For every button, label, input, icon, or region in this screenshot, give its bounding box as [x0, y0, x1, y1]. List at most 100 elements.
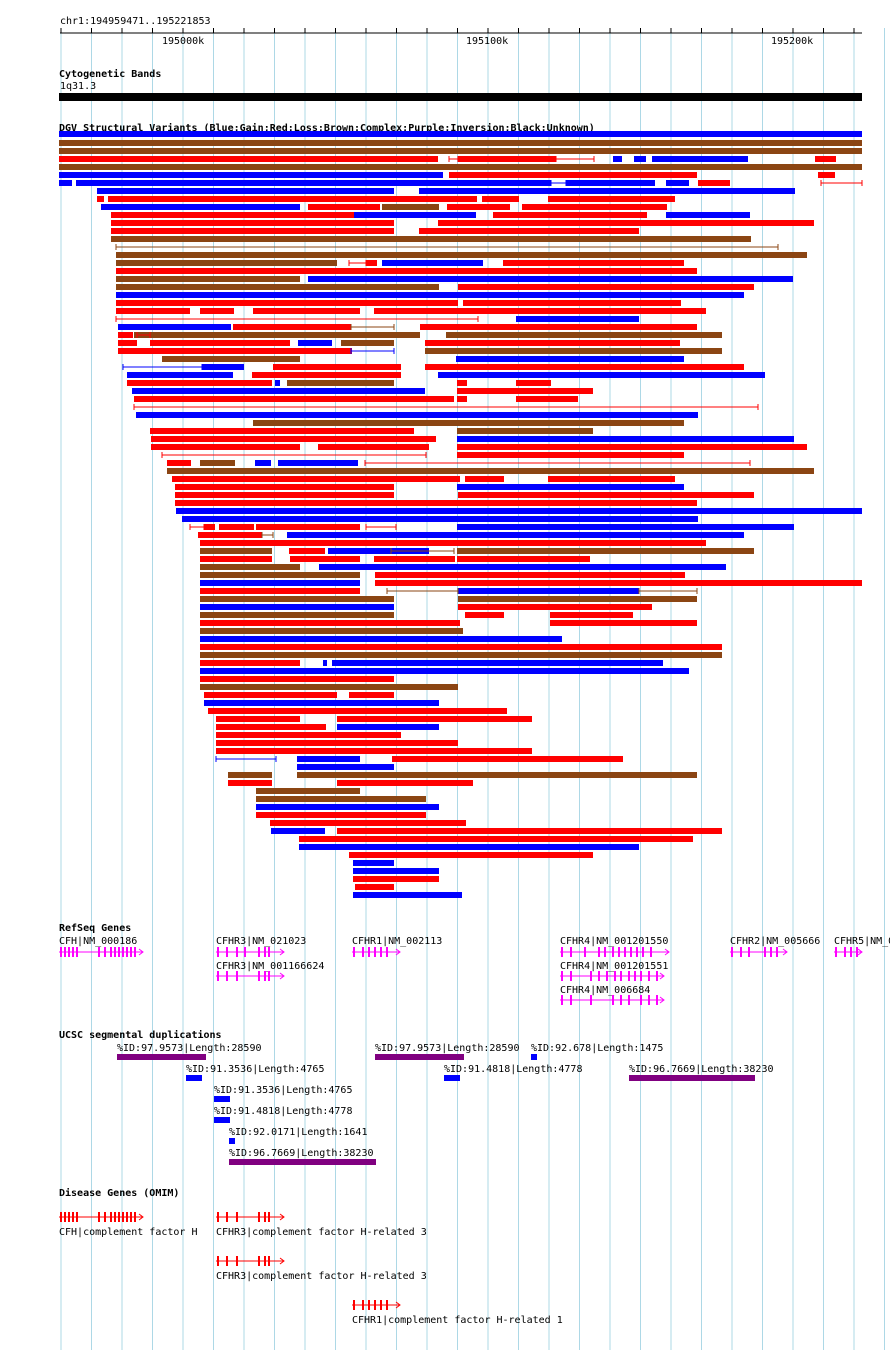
segdup-label[interactable]: %ID:97.9573|Length:28590 — [375, 1043, 520, 1054]
segdup-bar[interactable] — [214, 1096, 230, 1102]
dgv-variant — [175, 492, 394, 498]
dgv-variant — [252, 372, 401, 378]
segdup-bar[interactable] — [229, 1138, 235, 1144]
cytoband-bar[interactable] — [59, 93, 862, 101]
segdup-bar[interactable] — [444, 1075, 460, 1081]
dgv-variant — [219, 524, 254, 530]
dgv-variant — [256, 524, 360, 530]
dgv-variant — [76, 180, 551, 186]
track-title-cytogenetic-bands[interactable]: Cytogenetic Bands — [59, 68, 161, 80]
ruler-tick-label-195000k: 195000k — [162, 36, 204, 47]
dgv-variant — [255, 460, 271, 466]
gene-label[interactable]: CFHR4|NM_001201551 — [560, 961, 668, 972]
refseq-gene-exon — [624, 947, 626, 957]
dgv-variant — [465, 476, 504, 482]
segdup-bar[interactable] — [629, 1075, 755, 1081]
gene-label[interactable]: CFHR1|NM_002113 — [352, 936, 442, 947]
refseq-gene-strand — [664, 948, 670, 956]
segdup-bar[interactable] — [117, 1054, 206, 1060]
refseq-gene-exon — [264, 947, 266, 957]
dgv-variant — [200, 684, 458, 690]
track-title-omim[interactable]: Disease Genes (OMIM) — [59, 1187, 179, 1199]
gene-label[interactable]: CFHR4|NM_001201550 — [560, 936, 668, 947]
gene-label[interactable]: CFHR4|NM_006684 — [560, 985, 650, 996]
refseq-gene-exon — [561, 971, 563, 981]
dgv-variant — [332, 660, 663, 666]
segdup-label[interactable]: %ID:96.7669|Length:38230 — [629, 1064, 774, 1075]
segdup-label[interactable]: %ID:92.0171|Length:1641 — [229, 1127, 367, 1138]
segdup-bar[interactable] — [531, 1054, 537, 1060]
refseq-gene-exon — [630, 947, 632, 957]
omim-gene-exon — [353, 1300, 355, 1310]
segdup-bar[interactable] — [375, 1054, 464, 1060]
refseq-gene-exon — [642, 947, 644, 957]
refseq-gene-exon — [648, 995, 650, 1005]
dgv-variant — [337, 724, 439, 730]
omim-gene-exon — [98, 1212, 100, 1222]
dgv-variant — [151, 436, 436, 442]
refseq-gene-exon — [618, 947, 620, 957]
segdup-label[interactable]: %ID:92.678|Length:1475 — [531, 1043, 663, 1054]
dgv-variant — [216, 748, 532, 754]
omim-gene-label[interactable]: CFHR3|complement factor H-related 3 — [216, 1227, 427, 1238]
segdup-label[interactable]: %ID:96.7669|Length:38230 — [229, 1148, 374, 1159]
gene-label[interactable]: CFHR2|NM_005666 — [730, 936, 820, 947]
dgv-variant — [458, 604, 652, 610]
dgv-variant — [208, 708, 507, 714]
segdup-label[interactable]: %ID:91.3536|Length:4765 — [214, 1085, 352, 1096]
segdup-bar[interactable] — [229, 1159, 376, 1165]
dgv-variant — [228, 772, 272, 778]
dgv-variant — [366, 260, 377, 266]
segdup-bar[interactable] — [186, 1075, 202, 1081]
omim-gene-exon — [126, 1212, 128, 1222]
omim-gene-exon — [104, 1212, 106, 1222]
dgv-variant — [465, 612, 504, 618]
refseq-gene-strand — [395, 948, 401, 956]
refseq-gene-exon — [258, 947, 260, 957]
refseq-gene-exon — [236, 947, 238, 957]
refseq-gene-strand — [138, 948, 144, 956]
gene-label[interactable]: CFH|NM_000186 — [59, 936, 137, 947]
refseq-gene-exon — [258, 971, 260, 981]
dgv-variant — [548, 196, 675, 202]
dgv-variant — [815, 156, 836, 162]
dgv-variant — [299, 844, 639, 850]
segdup-label[interactable]: %ID:97.9573|Length:28590 — [117, 1043, 262, 1054]
track-title-refseq[interactable]: RefSeq Genes — [59, 923, 131, 934]
dgv-features — [59, 131, 863, 898]
gene-label[interactable]: CFHR3|NM_021023 — [216, 936, 306, 947]
omim-gene-label[interactable]: CFHR1|complement factor H-related 1 — [352, 1315, 563, 1326]
refseq-gene-exon — [130, 947, 132, 957]
dgv-variant — [516, 396, 578, 402]
dgv-variant — [182, 516, 698, 522]
grid-lines — [60, 28, 885, 1350]
segdup-label[interactable]: %ID:91.4818|Length:4778 — [444, 1064, 582, 1075]
dgv-variant — [503, 260, 684, 266]
segdup-label[interactable]: %ID:91.4818|Length:4778 — [214, 1106, 352, 1117]
dgv-variant — [200, 564, 300, 570]
dgv-variant — [59, 156, 438, 162]
dgv-variant — [323, 660, 327, 666]
dgv-variant — [420, 324, 697, 330]
dgv-variant — [175, 484, 394, 490]
dgv-variant — [438, 220, 814, 226]
gene-label[interactable]: CFHR5|NM_0 — [834, 936, 890, 947]
dgv-variant — [200, 588, 360, 594]
segdup-label[interactable]: %ID:91.3536|Length:4765 — [186, 1064, 324, 1075]
ruler[interactable]: 195000k 195100k 195200k — [60, 28, 862, 47]
dgv-variant — [204, 692, 337, 698]
segdup-bar[interactable] — [214, 1117, 230, 1123]
omim-gene-label[interactable]: CFH|complement factor H — [59, 1227, 197, 1238]
omim-gene-label[interactable]: CFHR3|complement factor H-related 3 — [216, 1271, 427, 1282]
refseq-gene-exon — [104, 947, 106, 957]
dgv-variant — [97, 196, 104, 202]
refseq-gene-exon — [748, 947, 750, 957]
dgv-variant — [204, 524, 215, 530]
dgv-variant — [438, 372, 765, 378]
dgv-variant — [308, 276, 793, 282]
gene-label[interactable]: CFHR3|NM_001166624 — [216, 961, 324, 972]
dgv-variant — [447, 204, 510, 210]
track-title-segdups[interactable]: UCSC segmental duplications — [59, 1029, 222, 1041]
dgv-variant — [273, 364, 401, 370]
